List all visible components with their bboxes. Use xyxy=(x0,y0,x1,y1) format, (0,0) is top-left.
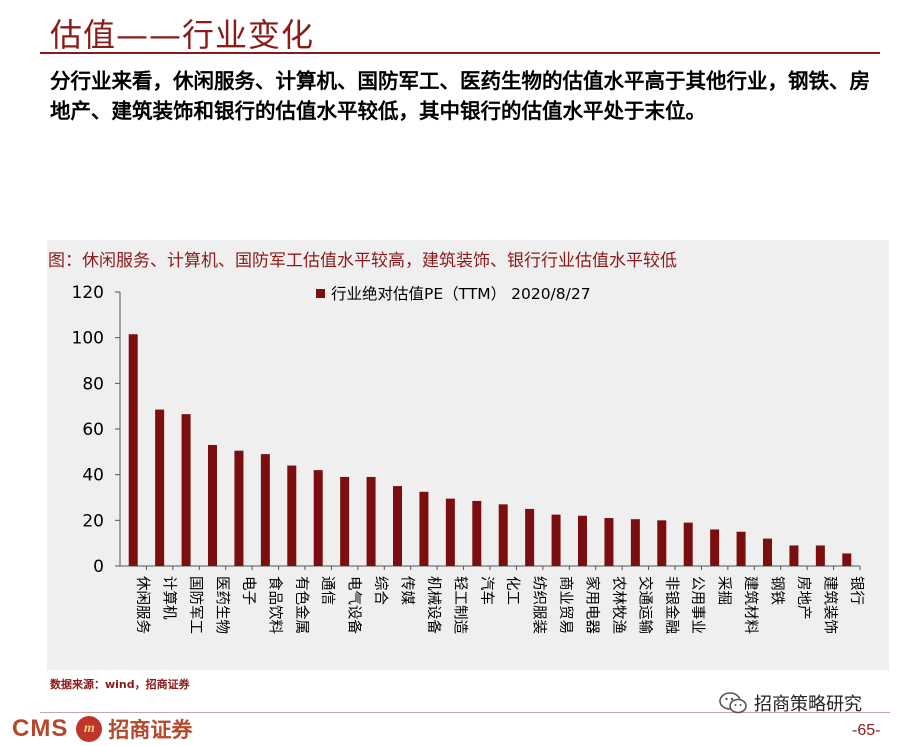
title-divider xyxy=(40,52,880,54)
source-note: 数据来源：wind，招商证券 xyxy=(50,678,190,691)
logo-cn-text: 招商证券 xyxy=(108,718,193,742)
logo-cms-text: CMS xyxy=(12,715,69,742)
wechat-label: 招商策略研究 xyxy=(754,694,862,715)
wechat-icon xyxy=(719,692,747,714)
wechat-badge: 招商策略研究 xyxy=(718,690,862,716)
footer-divider xyxy=(40,712,890,713)
chart-panel xyxy=(47,240,889,670)
page-title: 估值——行业变化 xyxy=(50,16,315,54)
page-number: -65- xyxy=(852,722,881,739)
chart-caption: 图：休闲服务、计算机、国防军工估值水平较高，建筑装饰、银行行业估值水平较低 xyxy=(48,251,677,271)
logo-emblem-icon: m xyxy=(76,716,103,742)
cms-logo: CMS m 招商证券 xyxy=(12,714,192,744)
summary-text: 分行业来看，休闲服务、计算机、国防军工、医药生物的估值水平高于其他行业，钢铁、房… xyxy=(50,69,870,123)
